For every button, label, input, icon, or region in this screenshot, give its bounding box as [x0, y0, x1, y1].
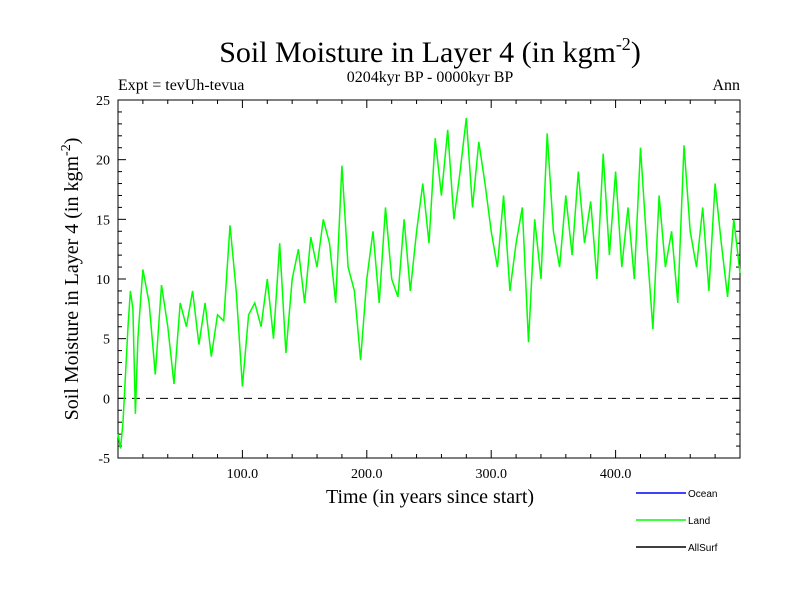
y-tick-label: 0 — [103, 392, 110, 407]
series-line-land — [117, 117, 741, 449]
x-tick-label: 100.0 — [227, 467, 259, 482]
x-tick-label: 300.0 — [475, 467, 507, 482]
subtitle-right: Ann — [712, 77, 740, 94]
y-tick-label: 5 — [103, 333, 110, 348]
legend-label-allsurf: AllSurf — [688, 543, 718, 554]
y-axis-label: Soil Moisture in Layer 4 (in kgm-2) — [59, 138, 83, 421]
chart-title: Soil Moisture in Layer 4 (in kgm-2) — [219, 34, 641, 69]
x-axis-label: Time (in years since start) — [326, 486, 534, 508]
legend-label-land: Land — [688, 516, 710, 527]
subtitle-center: 0204kyr BP - 0000kyr BP — [347, 69, 514, 86]
y-tick-label: 15 — [96, 213, 110, 228]
axis-ticks: -5 0 5 10 15 20 25 100.0 200.0 300.0 400.0 — [96, 94, 740, 482]
y-tick-label: 20 — [96, 154, 110, 169]
y-tick-label: -5 — [98, 452, 110, 467]
subtitle-left: Expt = tevUh-tevua — [118, 77, 244, 94]
y-tick-label: 25 — [96, 94, 110, 109]
legend: Ocean Land AllSurf — [636, 489, 718, 554]
legend-label-ocean: Ocean — [688, 489, 717, 500]
y-tick-label: 10 — [96, 273, 110, 288]
plot-frame — [117, 99, 741, 459]
x-tick-label: 400.0 — [600, 467, 632, 482]
x-tick-label: 200.0 — [351, 467, 383, 482]
